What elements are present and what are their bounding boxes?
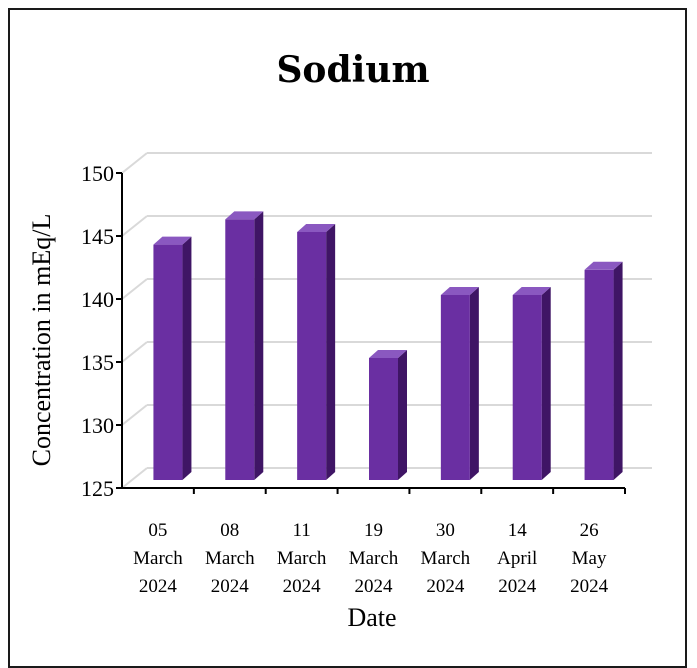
bar (369, 350, 407, 480)
x-tick-label-line: March (205, 548, 255, 569)
x-tick-labels: 05 March 2024 08 March 2024 11 March 2024 19 March… (133, 520, 608, 597)
x-tick-label-line: 08 (220, 520, 239, 541)
bar-top (297, 224, 336, 232)
x-tick-label-line: 2024 (139, 576, 178, 597)
bar (297, 224, 336, 480)
bar-top (153, 236, 192, 245)
bar-front (297, 232, 327, 480)
bar-front (225, 219, 255, 480)
x-tick-label: 26 May 2024 (570, 520, 609, 597)
gridline-diagonal (121, 341, 148, 363)
bar-front (369, 358, 398, 480)
x-tick-label-line: 05 (148, 520, 167, 541)
bar-front (440, 295, 470, 480)
y-axis-label: Concentration in mEq/L (27, 214, 56, 467)
gridline-diagonal (121, 278, 148, 300)
bar (153, 236, 192, 480)
x-tick-label: 30 March 2024 (421, 520, 471, 597)
bar-side (613, 261, 623, 480)
chart-title: Sodium (276, 49, 429, 91)
x-tick-label-line: 2024 (498, 576, 537, 597)
bar-side (254, 211, 264, 480)
bar-top (440, 287, 479, 295)
y-tick-label: 140 (81, 287, 114, 312)
bar (512, 287, 551, 480)
bars (153, 211, 623, 480)
gridline-diagonal (121, 152, 148, 174)
bar-side (541, 287, 551, 480)
axes (116, 172, 626, 494)
bar-front (512, 295, 542, 480)
x-tick-label-line: 2024 (426, 576, 465, 597)
bar-top (225, 211, 264, 220)
x-tick-label-line: 2024 (355, 576, 394, 597)
bar-side (469, 287, 479, 480)
y-tick-label: 125 (81, 476, 114, 501)
bar-front (584, 269, 614, 480)
x-tick-label-line: 2024 (570, 576, 609, 597)
x-axis-label: Date (347, 603, 396, 632)
x-tick-label: 05 March 2024 (133, 520, 183, 597)
x-tick-label: 11 March 2024 (277, 520, 327, 597)
x-tick-label-line: April (497, 548, 537, 569)
bar-side (398, 350, 407, 480)
x-tick-label-line: March (133, 548, 183, 569)
y-tick-label: 145 (81, 224, 114, 249)
x-tick-label-line: March (277, 548, 327, 569)
gridline-diagonal (121, 404, 148, 426)
y-tick-labels: 125 130 135 140 145 150 (81, 161, 114, 501)
bar (584, 261, 623, 480)
bar (225, 211, 264, 480)
x-tick-label-line: March (421, 548, 471, 569)
y-tick-label: 150 (81, 161, 114, 186)
chart-canvas: Sodium 125 130 135 140 145 150 05 March 2024 08 M… (27, 49, 652, 632)
x-tick-label-line: May (572, 548, 607, 569)
x-tick-label: 14 April 2024 (497, 520, 537, 597)
x-tick-label-line: 11 (292, 520, 310, 541)
x-tick-label-line: March (349, 548, 399, 569)
y-tick-label: 130 (81, 413, 114, 438)
x-tick-label: 19 March 2024 (349, 520, 399, 597)
bar-top (512, 287, 551, 295)
floor-diagonal (121, 467, 148, 489)
bar (440, 287, 479, 480)
bar-side (326, 224, 336, 480)
x-tick-label-line: 19 (364, 520, 383, 541)
x-tick-label: 08 March 2024 (205, 520, 255, 597)
bar-front (153, 244, 183, 480)
x-tick-label-line: 14 (508, 520, 528, 541)
bar-top (584, 261, 623, 270)
gridline-diagonal (121, 215, 148, 237)
x-tick-label-line: 26 (580, 520, 599, 541)
bar-top (369, 350, 407, 358)
x-tick-label-line: 2024 (211, 576, 250, 597)
x-tick-label-line: 30 (436, 520, 455, 541)
y-tick-label: 135 (81, 350, 114, 375)
bar-side (182, 236, 192, 480)
x-tick-label-line: 2024 (283, 576, 322, 597)
